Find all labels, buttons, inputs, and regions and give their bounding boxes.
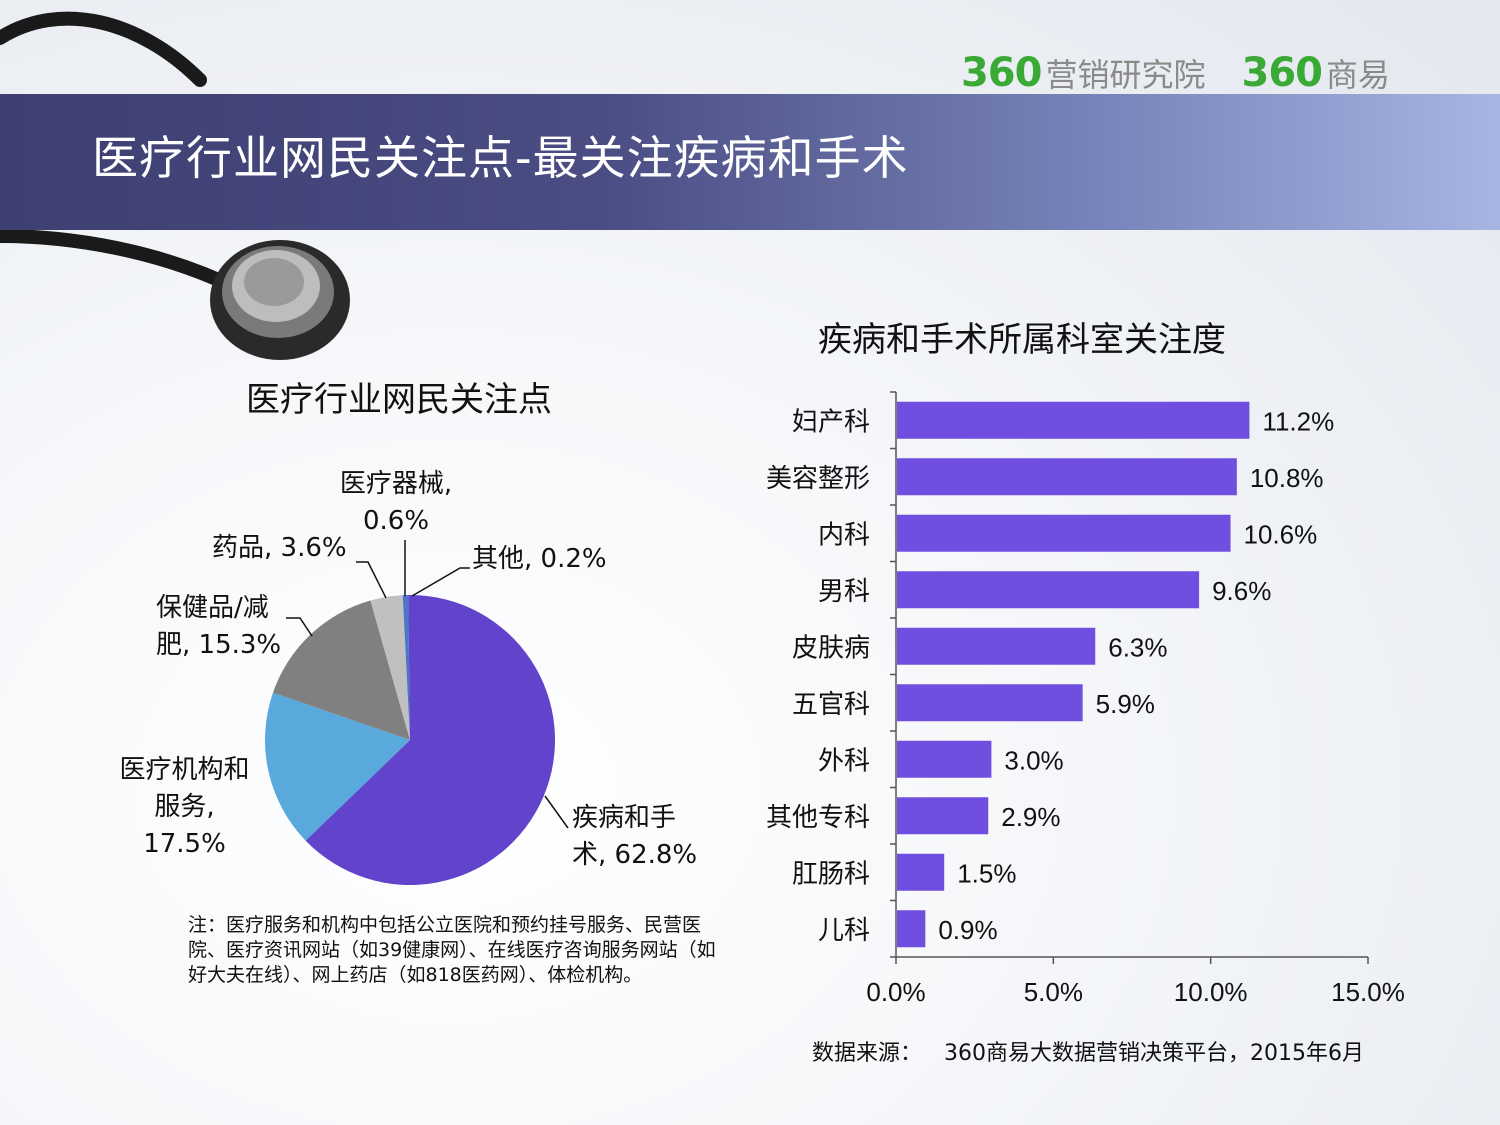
pie-chart-title: 医疗行业网民关注点 <box>246 380 552 420</box>
label-health: 保健品/减 肥, 15.3% <box>156 590 281 664</box>
label-device: 医疗器械, 0.6% <box>334 466 458 540</box>
label-institution-line1: 医疗机构和 <box>119 755 250 785</box>
bar-category-label: 美容整形 <box>766 463 870 493</box>
bar-value-label: 0.9% <box>938 915 997 945</box>
pie-slice-3 <box>370 595 410 740</box>
label-health-line2: 肥, 15.3% <box>156 630 282 660</box>
logo-360-number: 360 <box>960 50 1042 96</box>
bar-0 <box>897 401 1250 439</box>
bar-value-label: 5.9% <box>1096 689 1155 719</box>
bar-category-label: 内科 <box>818 519 870 549</box>
data-source-text: 360商易大数据营销决策平台，2015年6月 <box>944 1041 1364 1066</box>
label-device-line2: 0.6% <box>362 506 430 536</box>
label-disease: 疾病和手 术, 62.8% <box>572 800 697 874</box>
bar-x-tick-label: 0.0% <box>866 977 925 1007</box>
data-source-label: 数据来源： <box>812 1041 923 1066</box>
bar-7 <box>897 797 989 835</box>
brand-logos: 360 营销研究院 360 商易 <box>961 50 1390 96</box>
page-title: 医疗行业网民关注点-最关注疾病和手术 <box>92 131 909 185</box>
logo-research-text: 营销研究院 <box>1045 56 1206 94</box>
label-institution-line3: 17.5% <box>143 829 226 859</box>
leader-line-disease <box>544 795 569 829</box>
bar-1 <box>897 458 1237 496</box>
bar-category-label: 外科 <box>818 745 870 775</box>
logo-360-research: 360 营销研究院 <box>961 50 1206 96</box>
bar-value-label: 9.6% <box>1212 576 1271 606</box>
pie-slice-5 <box>408 594 410 740</box>
bar-4 <box>897 627 1096 665</box>
bar-value-label: 6.3% <box>1108 632 1167 662</box>
bar-3 <box>897 571 1200 609</box>
bar-chart-title: 疾病和手术所属科室关注度 <box>818 320 1226 360</box>
bar-value-label: 3.0% <box>1004 745 1063 775</box>
bar-x-tick-label: 10.0% <box>1174 977 1248 1007</box>
bar-9 <box>897 910 926 948</box>
bar-category-label: 皮肤病 <box>792 632 870 662</box>
pie-slice-0 <box>305 595 556 885</box>
label-health-line1: 保健品/减 <box>156 593 269 623</box>
label-disease-line2: 术, 62.8% <box>572 840 698 870</box>
bar-2 <box>897 514 1231 552</box>
pie-slice-4 <box>402 595 410 740</box>
bar-value-label: 10.6% <box>1244 519 1318 549</box>
leader-line-medicine <box>356 561 387 599</box>
bar-x-tick-label: 5.0% <box>1024 977 1083 1007</box>
leader-line-other <box>411 567 470 597</box>
bar-category-label: 儿科 <box>818 915 870 945</box>
pie-slice-2 <box>272 600 410 740</box>
bar-value-label: 10.8% <box>1250 463 1324 493</box>
footnote: 注：医疗服务和机构中包括公立医院和预约挂号服务、民营医院、医疗资讯网站（如39健… <box>188 914 716 986</box>
bar-6 <box>897 740 992 778</box>
logo-360-shangyi: 360 商易 <box>1241 50 1390 96</box>
label-other: 其他, 0.2% <box>472 544 607 574</box>
bar-value-label: 11.2% <box>1262 406 1334 436</box>
label-institution-line2: 服务, <box>154 792 215 822</box>
label-institution: 医疗机构和 服务, 17.5% <box>112 752 257 863</box>
bar-8 <box>897 853 945 891</box>
bar-5 <box>897 684 1083 722</box>
leader-line-health <box>286 617 313 637</box>
bar-category-label: 男科 <box>818 576 870 606</box>
data-source: 数据来源： 360商易大数据营销决策平台，2015年6月 <box>812 1035 1386 1067</box>
bar-category-label: 妇产科 <box>792 406 870 436</box>
logo-360-number-2: 360 <box>1241 50 1322 96</box>
label-device-line1: 医疗器械, <box>339 469 453 499</box>
bar-value-label: 2.9% <box>1001 802 1060 832</box>
stethoscope-image <box>0 11 350 360</box>
label-medicine: 药品, 3.6% <box>212 533 347 563</box>
logo-shangyi-text: 商易 <box>1325 56 1390 94</box>
bar-category-label: 其他专科 <box>766 802 870 832</box>
bar-value-label: 1.5% <box>957 858 1016 888</box>
bar-category-label: 肛肠科 <box>792 858 870 888</box>
pie-slice-1 <box>265 692 410 841</box>
bar-x-tick-label: 15.0% <box>1331 977 1405 1007</box>
label-disease-line1: 疾病和手 <box>572 803 677 833</box>
bar-category-label: 五官科 <box>792 689 870 719</box>
title-banner: 医疗行业网民关注点-最关注疾病和手术 <box>0 94 1500 230</box>
